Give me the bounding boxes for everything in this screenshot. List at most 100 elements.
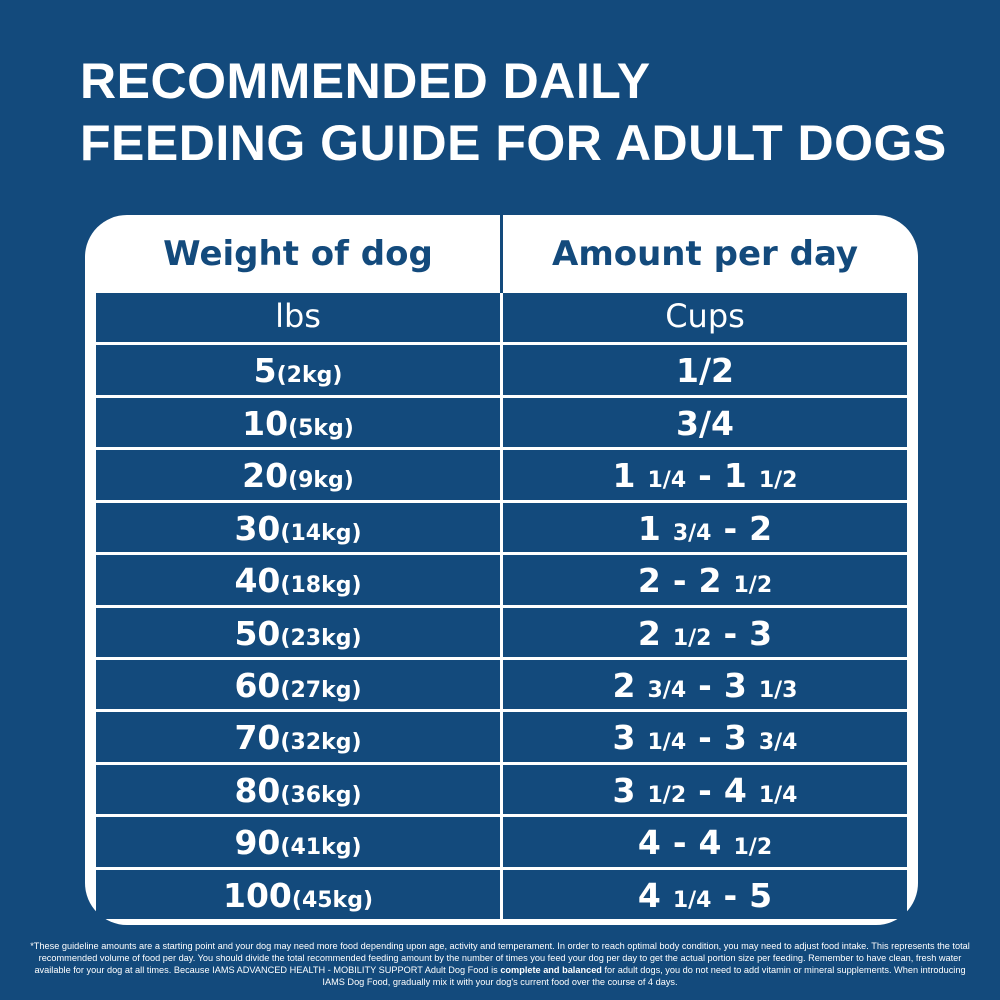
amount-part: 1/2	[758, 468, 798, 494]
amount-part: 2	[637, 561, 661, 601]
title: RECOMMENDED DAILY FEEDING GUIDE FOR ADUL…	[80, 50, 947, 174]
amount-part: 1/4	[647, 730, 687, 756]
amount-part: 3/4	[672, 520, 712, 546]
weight-cell: 80 (36kg)	[96, 764, 500, 815]
weight-lbs: 10	[242, 403, 289, 443]
amount-part: -	[723, 508, 738, 548]
weight-lbs: 40	[234, 561, 281, 601]
weight-cell: 50 (23kg)	[96, 607, 500, 657]
weight-cell: 5 (2kg)	[96, 345, 500, 395]
amount-cell: 3/4	[503, 397, 907, 448]
amount-part: -	[672, 561, 687, 601]
weight-lbs: 50	[234, 613, 281, 653]
amount-part: 3	[723, 665, 747, 705]
amount-part: 5	[749, 875, 773, 915]
amount-part: 4	[637, 875, 661, 915]
column-header: Amount per day	[552, 234, 858, 274]
weight-cell: 70 (32kg)	[96, 712, 500, 762]
weight-lbs: 100	[223, 875, 292, 915]
amount-cell: 2-2 1/2	[503, 555, 907, 605]
amount-part: 1	[637, 508, 661, 548]
amount-part: -	[698, 718, 712, 758]
amount-part: 3/4	[758, 730, 798, 756]
amount-part: 2	[698, 561, 722, 601]
amount-part: 1/2	[676, 351, 734, 391]
title-line: FEEDING GUIDE FOR ADULT DOGS	[80, 115, 947, 171]
table-header: Weight of dog Amount per day	[96, 215, 907, 293]
weight-kg: (5kg)	[288, 415, 354, 441]
amount-part: 1	[612, 456, 636, 496]
amount-part: 1/3	[758, 677, 798, 703]
weight-kg: (18kg)	[280, 573, 362, 599]
weight-kg: (41kg)	[280, 835, 362, 861]
weight-kg: (23kg)	[280, 625, 362, 651]
unit-cell: lbs	[96, 293, 500, 343]
amount-part: 4	[723, 770, 747, 810]
amount-cell: 3 1/4-3 3/4	[503, 712, 907, 762]
amount-part: 4	[637, 823, 661, 863]
weight-kg: (14kg)	[280, 520, 362, 546]
weight-lbs: 5	[253, 351, 277, 391]
amount-cell: 1 1/4-1 1/2	[503, 450, 907, 500]
weight-lbs: 60	[234, 665, 281, 705]
weight-cell: 40 (18kg)	[96, 555, 500, 605]
amount-part: 1/2	[647, 782, 687, 808]
amount-part: 3	[749, 613, 773, 653]
amount-part: 1/4	[672, 887, 712, 913]
amount-part: 2	[637, 613, 661, 653]
amount-part: -	[698, 456, 712, 496]
table: Weight of dog Amount per day lbs Cups 5(…	[85, 215, 918, 925]
amount-part: 3/4	[647, 677, 687, 703]
amount-part: 3	[612, 718, 636, 758]
weight-lbs: 20	[242, 456, 289, 496]
amount-cell: 1/2	[503, 345, 907, 395]
column-header: Weight of dog	[96, 215, 503, 293]
weight-lbs: 90	[234, 823, 281, 863]
amount-part: 2	[612, 665, 636, 705]
amount-cell: 4-4 1/2	[503, 817, 907, 867]
amount-cell: 2 1/2-3	[503, 607, 907, 657]
footnote-text: for adult dogs, you do not need to add v…	[322, 965, 966, 987]
amount-part: 3	[612, 770, 636, 810]
amount-part: 1	[723, 456, 747, 496]
amount-part: -	[723, 613, 738, 653]
amount-part: -	[723, 875, 738, 915]
weight-kg: (45kg)	[291, 887, 373, 913]
amount-cell: 3 1/2-4 1/4	[503, 764, 907, 815]
amount-part: 3/4	[676, 403, 734, 443]
footnote: *These guideline amounts are a starting …	[30, 940, 970, 988]
weight-cell: 10 (5kg)	[96, 397, 500, 448]
amount-cell: 4 1/4-5	[503, 869, 907, 919]
unit-cell: Cups	[503, 293, 907, 343]
footnote-text: *These guideline amounts are a starting …	[30, 941, 970, 975]
amount-part: -	[672, 823, 687, 863]
footnote-bold: complete and balanced	[500, 965, 602, 975]
amount-part: 4	[698, 823, 722, 863]
amount-part: 1/4	[647, 468, 687, 494]
weight-lbs: 30	[234, 508, 281, 548]
amount-part: 1/2	[733, 835, 773, 861]
weight-kg: (2kg)	[276, 363, 343, 389]
weight-kg: (27kg)	[280, 677, 362, 703]
table-body: lbs Cups 5 (2kg) 1/2 10 (5kg) 3/4 20 (9kg) 1 1/4-…	[96, 293, 907, 919]
weight-cell: 60 (27kg)	[96, 659, 500, 710]
amount-part: 1/2	[733, 573, 773, 599]
title-line: RECOMMENDED DAILY	[80, 53, 651, 109]
amount-part: -	[698, 665, 712, 705]
weight-lbs: 80	[234, 770, 281, 810]
weight-lbs: 70	[234, 718, 281, 758]
weight-cell: 20 (9kg)	[96, 450, 500, 500]
weight-kg: (36kg)	[280, 782, 362, 808]
amount-cell: 1 3/4-2	[503, 502, 907, 553]
weight-cell: 30 (14kg)	[96, 502, 500, 553]
amount-part: -	[698, 770, 712, 810]
amount-part: 1/2	[672, 625, 712, 651]
weight-cell: 90 (41kg)	[96, 817, 500, 867]
weight-kg: (9kg)	[288, 468, 354, 494]
amount-cell: 2 3/4-3 1/3	[503, 659, 907, 710]
weight-kg: (32kg)	[280, 730, 362, 756]
amount-part: 1/4	[758, 782, 798, 808]
amount-part: 2	[749, 508, 773, 548]
amount-part: 3	[723, 718, 747, 758]
